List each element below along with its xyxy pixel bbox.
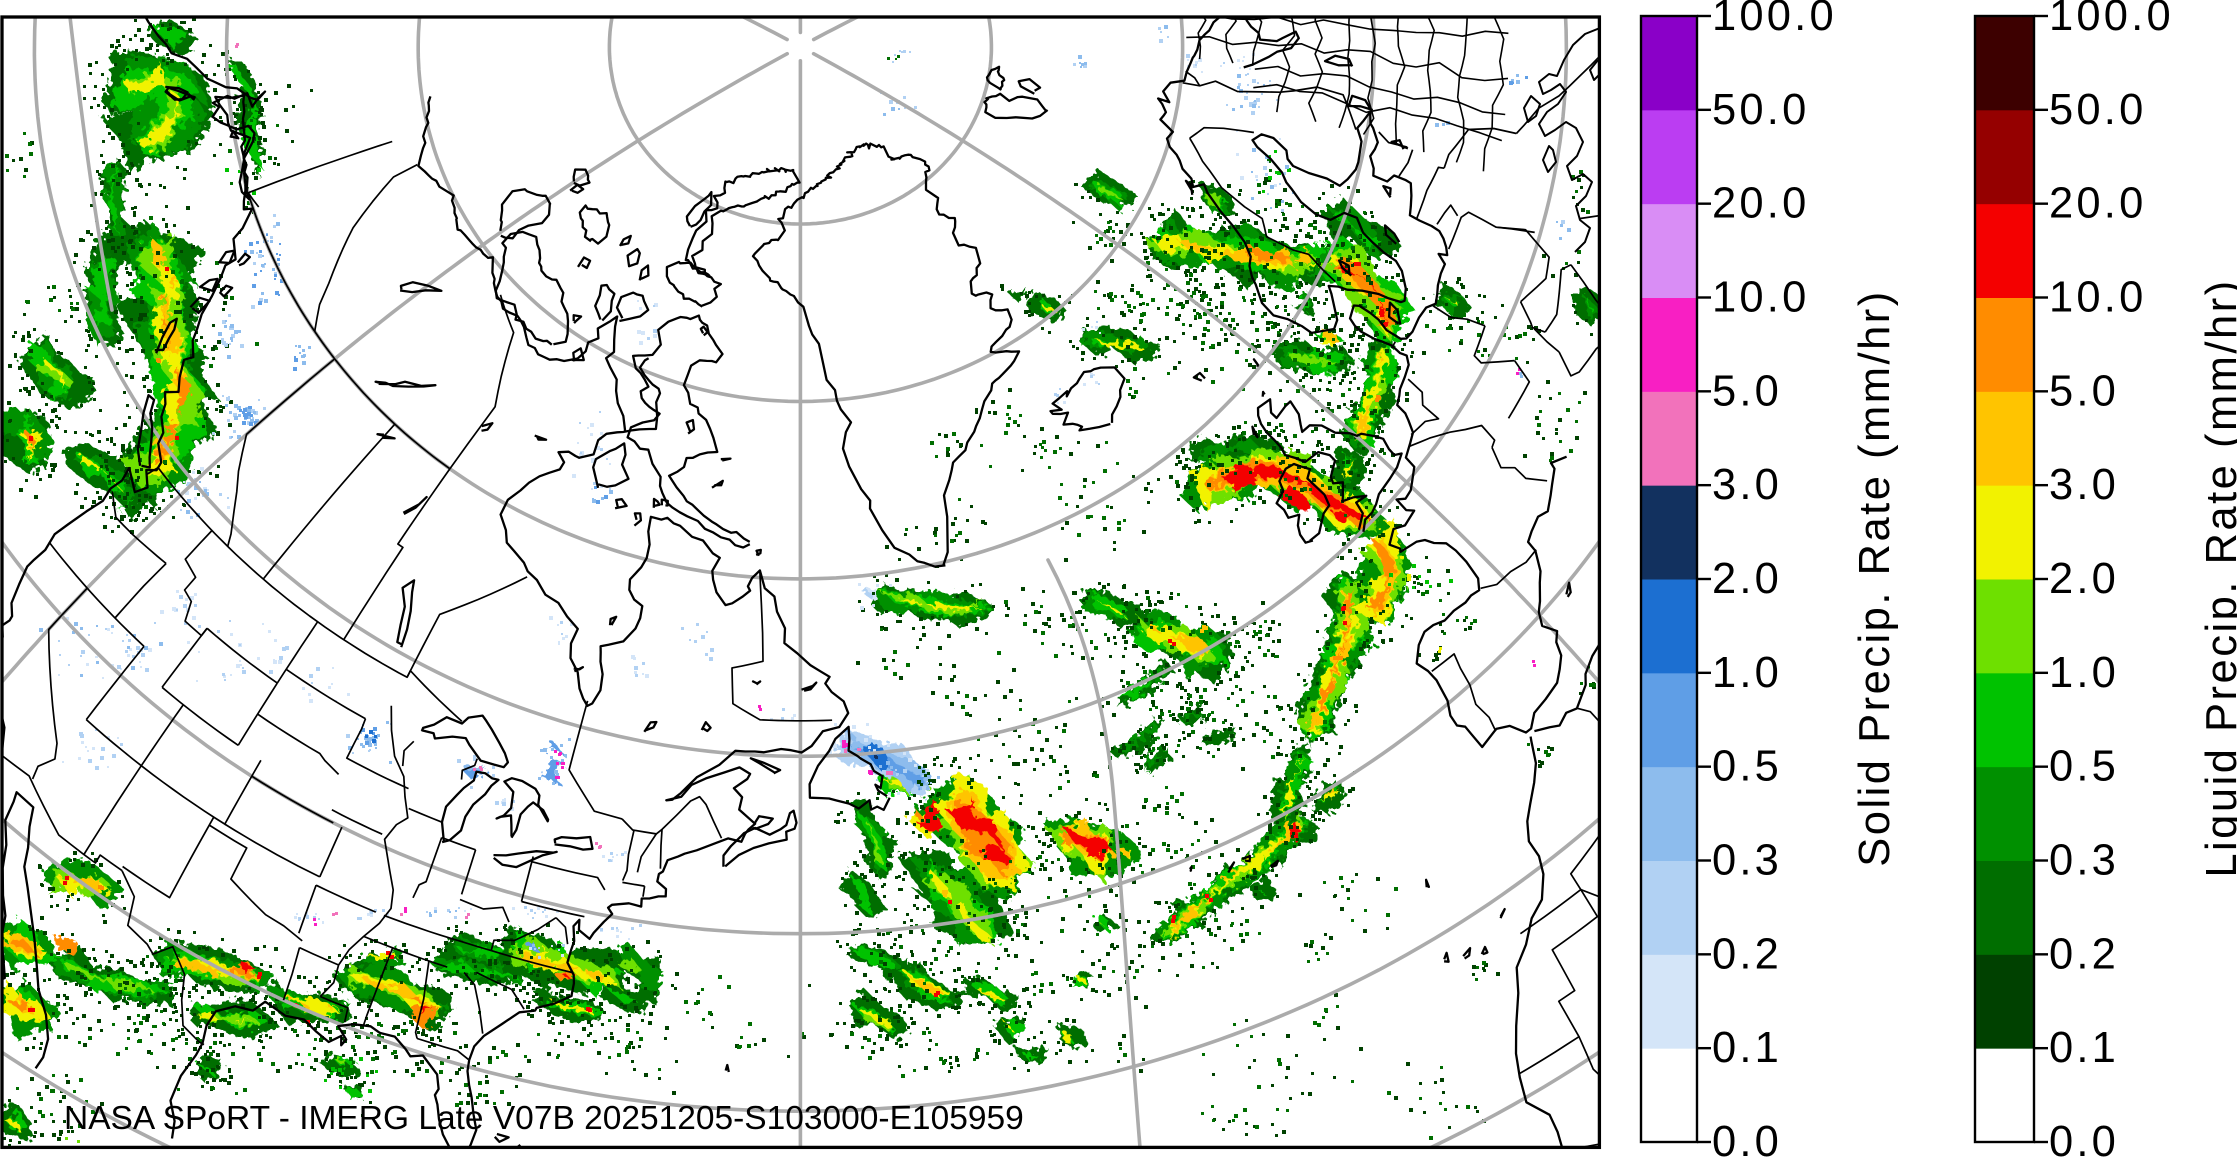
svg-text:10.0: 10.0 xyxy=(1712,274,1809,322)
svg-text:2.0: 2.0 xyxy=(2049,555,2119,603)
svg-text:0.1: 0.1 xyxy=(1712,1024,1782,1072)
svg-text:1.0: 1.0 xyxy=(2049,649,2119,697)
svg-text:3.0: 3.0 xyxy=(1712,461,1782,509)
svg-text:NASA SPoRT - IMERG Late V07B 2: NASA SPoRT - IMERG Late V07B 20251205-S1… xyxy=(64,1100,1024,1137)
svg-text:1.0: 1.0 xyxy=(1712,649,1782,697)
svg-text:5.0: 5.0 xyxy=(1712,367,1782,415)
svg-text:0.3: 0.3 xyxy=(1712,837,1782,885)
svg-text:0.2: 0.2 xyxy=(1712,930,1782,978)
svg-text:Liquid Precip. Rate (mm/hr): Liquid Precip. Rate (mm/hr) xyxy=(2198,278,2237,877)
svg-text:3.0: 3.0 xyxy=(2049,461,2119,509)
svg-text:0.2: 0.2 xyxy=(2049,930,2119,978)
svg-text:2.0: 2.0 xyxy=(1712,555,1782,603)
svg-text:Solid Precip. Rate (mm/hr): Solid Precip. Rate (mm/hr) xyxy=(1851,289,1899,866)
svg-text:0.0: 0.0 xyxy=(1712,1118,1782,1166)
svg-text:100.0: 100.0 xyxy=(1712,0,1837,40)
svg-text:50.0: 50.0 xyxy=(1712,86,1809,134)
svg-text:0.1: 0.1 xyxy=(2049,1024,2119,1072)
svg-text:0.5: 0.5 xyxy=(2049,743,2119,791)
svg-text:100.0: 100.0 xyxy=(2049,0,2174,40)
svg-text:50.0: 50.0 xyxy=(2049,86,2146,134)
svg-text:20.0: 20.0 xyxy=(2049,180,2146,228)
svg-text:0.0: 0.0 xyxy=(2049,1118,2119,1166)
svg-text:20.0: 20.0 xyxy=(1712,180,1809,228)
svg-text:10.0: 10.0 xyxy=(2049,274,2146,322)
svg-text:0.5: 0.5 xyxy=(1712,743,1782,791)
svg-text:5.0: 5.0 xyxy=(2049,367,2119,415)
svg-text:0.3: 0.3 xyxy=(2049,837,2119,885)
